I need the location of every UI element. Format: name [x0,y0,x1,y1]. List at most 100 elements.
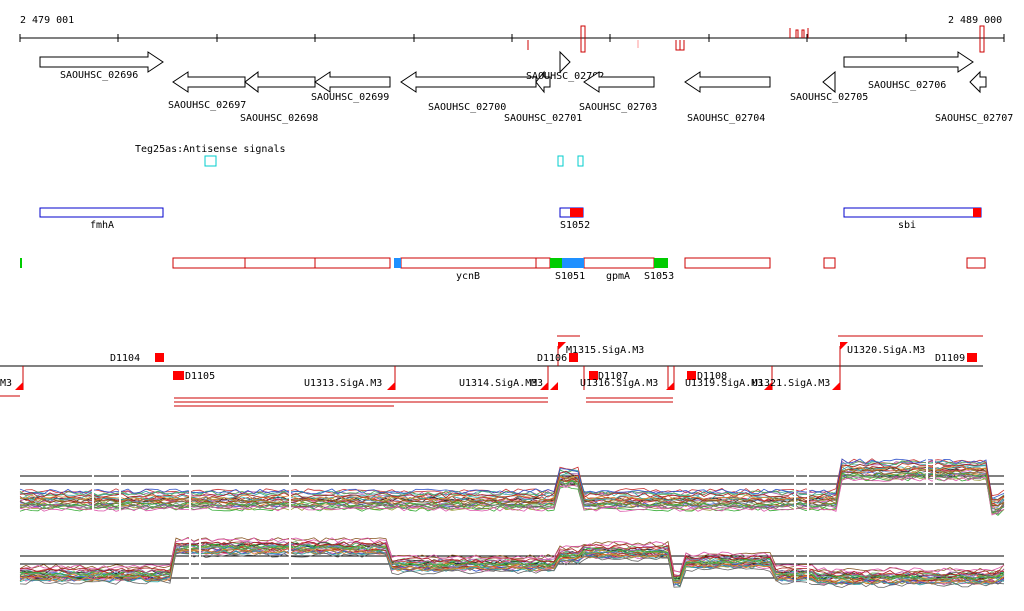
gene-label-02701: SAOUHSC_02701 [504,113,582,124]
promoter-label: U1320.SigA.M3 [847,345,925,356]
expression-track-2 [19,525,1005,600]
expression-profile-line [19,545,1005,582]
gene-arrow-02700[interactable] [400,71,537,93]
expression-profile-line [19,462,1005,501]
track-gaps [92,440,935,530]
tss-marker[interactable] [589,371,598,380]
segment-box[interactable] [823,257,836,269]
gene-arrow-02704[interactable] [684,71,771,93]
gene-label-02703: SAOUHSC_02703 [579,102,657,113]
promoter-label: M3 [0,378,12,389]
segment-label-gpmA: gpmA [606,271,630,282]
expression-profile-line [19,472,1005,514]
ruler-end-label: 2 489 000 [948,15,1002,26]
tss-marker[interactable] [155,353,164,362]
region-S1052-fill [570,208,583,217]
region-track: fmhA S1052 sbi [39,207,982,231]
promoter-label: M3 [531,378,543,389]
segment-blue-marker [394,258,401,268]
promoter-label: M1315.SigA.M3 [566,345,644,356]
promoter-label: D1106 [537,353,567,364]
expression-profile-line [19,541,1005,578]
expression-profile-line [19,552,1005,588]
region-fmhA[interactable] [39,207,164,218]
promoter-label: U1313.SigA.M3 [304,378,382,389]
segment-box[interactable] [314,257,391,269]
expression-profile-line [19,476,1005,516]
segment-S1051-green[interactable] [550,258,562,268]
segment-box[interactable] [966,257,986,269]
ruler-signal-marks [527,25,985,53]
segment-label-S1051: S1051 [555,271,585,282]
segment-label-ycnB: ycnB [456,271,480,282]
gene-arrow-02696[interactable] [39,51,164,73]
tss-marker[interactable] [173,371,184,380]
expression-profile-line [19,540,1005,578]
antisense-track-label: Teg25as:Antisense signals [135,144,286,155]
segment-box[interactable] [684,257,771,269]
segment-track: ycnB S1051 gpmA S1053 [20,257,986,282]
promoter-label: U1319.SigA.M3 [685,378,763,389]
segment-marker [20,258,22,268]
region-sbi[interactable] [843,207,982,218]
gene-track: SAOUHSC_02696 SAOUHSC_02697 SAOUHSC_0269… [39,50,1013,124]
promoter-label: U1321.SigA.M3 [752,378,830,389]
promoter-label: D1104 [110,353,140,364]
expression-profiles [19,536,1005,588]
gene-label-02702: SAOUHSC_02702 [526,71,604,82]
promoter-label: D1108 [697,371,727,382]
expression-profile-line [19,543,1005,582]
segment-S1051-blue[interactable] [562,258,584,268]
expression-profile-line [19,458,1005,500]
region-label-fmhA: fmhA [90,220,114,231]
ruler-ticks [19,34,1005,42]
segment-box[interactable] [172,257,246,269]
antisense-signal-box[interactable] [557,155,564,167]
gene-label-02704: SAOUHSC_02704 [687,113,765,124]
ruler-start-label: 2 479 001 [20,15,74,26]
tss-marker[interactable] [967,353,977,362]
region-sbi-fill [973,208,981,217]
region-label-sbi: sbi [898,220,916,231]
gene-label-02706: SAOUHSC_02706 [868,80,946,91]
gene-label-02699: SAOUHSC_02699 [311,92,389,103]
expression-profile-line [19,549,1005,586]
gene-label-02707: SAOUHSC_02707 [935,113,1013,124]
expression-profile-line [19,469,1005,507]
gene-arrow-02707[interactable] [969,70,987,94]
segment-box[interactable] [400,257,537,269]
gene-label-02698: SAOUHSC_02698 [240,113,318,124]
promoter-label: D1107 [598,371,628,382]
segment-box[interactable] [244,257,316,269]
gene-arrow-02698[interactable] [244,70,316,94]
segment-box[interactable] [583,257,655,269]
segment-S1053-green[interactable] [654,258,668,268]
gene-label-02700: SAOUHSC_02700 [428,102,506,113]
promoter-label: D1105 [185,371,215,382]
gene-label-02696: SAOUHSC_02696 [60,70,138,81]
expression-profile-line [19,460,1005,502]
gene-label-02705: SAOUHSC_02705 [790,92,868,103]
segment-box[interactable] [535,257,551,269]
promoter-label: U1316.SigA.M3 [580,378,658,389]
expression-profile-line [19,541,1005,578]
track-gaps [189,525,809,600]
antisense-signal-box[interactable] [577,155,584,167]
tss-marker[interactable] [569,353,578,362]
gene-arrow-02702[interactable] [559,50,571,74]
tss-marker[interactable] [687,371,696,380]
region-label-S1052: S1052 [560,220,590,231]
expression-profile-line [19,548,1005,585]
gene-arrow-02697[interactable] [172,71,246,93]
gene-arrow-02699[interactable] [314,71,391,93]
antisense-signal-box[interactable] [204,155,217,167]
gene-arrow-02701[interactable] [535,70,551,94]
gene-arrow-02703[interactable] [583,71,655,93]
gene-arrow-02706[interactable] [843,51,974,73]
gene-arrow-02705[interactable] [822,70,836,94]
promoter-label: U1314.SigA.M3 [459,378,537,389]
expression-profiles [19,458,1005,516]
coordinate-ruler: 2 479 001 2 489 000 [19,15,1005,53]
promoter-label: D1109 [935,353,965,364]
